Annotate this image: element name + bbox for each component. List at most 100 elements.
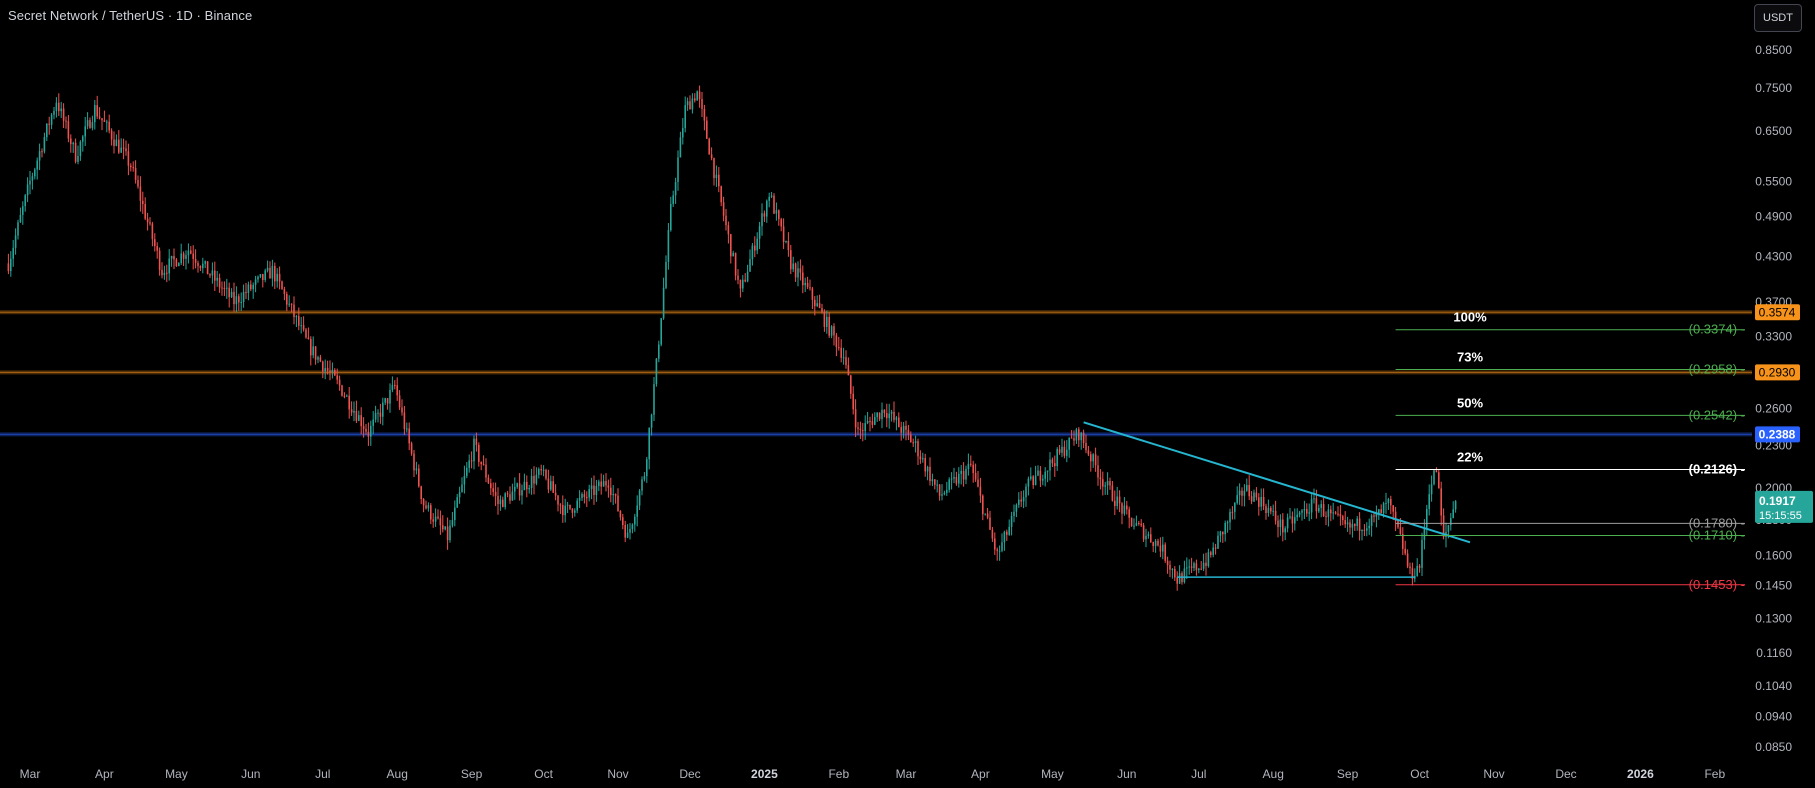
- candle-body: [233, 291, 235, 305]
- candle-body: [197, 262, 199, 267]
- candle-body: [163, 272, 166, 276]
- candle-body: [818, 303, 821, 309]
- candle-body: [550, 481, 552, 490]
- candle-body: [833, 326, 835, 336]
- candle-body: [511, 491, 514, 501]
- candle-body: [802, 272, 804, 286]
- candle-body: [1452, 509, 1454, 519]
- descending-trendline[interactable]: [1083, 421, 1471, 544]
- candle-body: [586, 497, 588, 499]
- candle-body: [996, 549, 998, 551]
- candle-body: [358, 415, 360, 421]
- candle-body: [34, 169, 36, 177]
- candle-body: [1051, 459, 1054, 464]
- candle-body: [826, 316, 828, 327]
- candle-body: [1145, 535, 1147, 540]
- candle-body: [984, 513, 986, 515]
- candle-body: [293, 304, 295, 318]
- candle-body: [758, 226, 761, 239]
- time-axis-tick: Jul: [315, 767, 330, 781]
- candle-body: [1421, 539, 1423, 568]
- candle-body: [902, 425, 905, 433]
- price-tag-label: 0.2930: [1759, 365, 1796, 379]
- candle-body: [977, 479, 979, 487]
- candle-body: [288, 303, 290, 305]
- candle-body: [415, 468, 418, 471]
- candle-body: [1056, 449, 1058, 467]
- candle-body: [482, 464, 485, 466]
- candle-body: [346, 395, 348, 397]
- candle-body: [1190, 566, 1193, 568]
- candle-body: [595, 485, 598, 495]
- candle-body: [106, 121, 108, 123]
- candle-body: [439, 518, 442, 526]
- candle-countdown: 15:15:55: [1759, 510, 1802, 522]
- level-price-label: (0.2542) -: [1689, 407, 1745, 422]
- time-axis-tick: Mar: [20, 767, 41, 781]
- candle-body: [1229, 511, 1231, 523]
- candle-body: [170, 256, 173, 259]
- level-price-label: (0.1780) -: [1689, 515, 1745, 530]
- candle-body: [362, 426, 365, 429]
- candle-body: [55, 102, 58, 111]
- candle-body: [631, 524, 634, 529]
- candle-body: [910, 434, 912, 443]
- candle-body: [1164, 544, 1166, 561]
- candle-body: [1418, 565, 1421, 568]
- candle-body: [1166, 560, 1169, 565]
- candle-body: [1104, 485, 1106, 487]
- candle-body: [756, 238, 758, 251]
- candle-body: [149, 222, 151, 224]
- candle-body: [542, 469, 545, 471]
- currency-button[interactable]: USDT: [1754, 4, 1802, 32]
- candle-body: [281, 281, 283, 290]
- candle-body: [1178, 573, 1181, 584]
- time-axis-tick: Jul: [1191, 767, 1206, 781]
- candle-body: [1301, 510, 1303, 513]
- candle-body: [559, 504, 562, 506]
- candle-body: [7, 263, 10, 272]
- candle-body: [506, 493, 509, 495]
- candle-body: [804, 282, 806, 286]
- candle-body: [521, 490, 523, 496]
- candle-body: [386, 398, 389, 404]
- candle-body: [830, 326, 833, 336]
- candle-body: [703, 108, 706, 121]
- candle-body: [994, 538, 996, 550]
- candle-body: [790, 250, 792, 270]
- candle-body: [960, 470, 962, 474]
- candle-body: [809, 287, 811, 289]
- candle-body: [394, 384, 396, 386]
- candle-body: [634, 516, 636, 525]
- candle-body: [446, 526, 449, 541]
- price-axis-tick: 0.3300: [1755, 329, 1792, 343]
- candle-body: [132, 167, 134, 169]
- candle-body: [1205, 562, 1207, 566]
- candle-body: [526, 481, 528, 490]
- level-percent-label: 22%: [1457, 450, 1483, 465]
- candle-body: [732, 252, 734, 257]
- candle-body: [84, 126, 86, 137]
- candle-body: [1310, 499, 1313, 513]
- candle-body: [175, 259, 178, 267]
- candle-body: [497, 495, 499, 505]
- candle-body: [470, 460, 473, 462]
- candle-body: [917, 441, 919, 457]
- candle-body: [370, 425, 372, 437]
- time-axis-tick: Sep: [461, 767, 483, 781]
- candle-body: [922, 458, 924, 460]
- candle-body: [958, 473, 960, 484]
- candle-body: [1159, 545, 1162, 552]
- candle-body: [487, 477, 490, 484]
- candle-body: [1454, 500, 1457, 510]
- candle-body: [970, 463, 972, 465]
- candle-body: [701, 99, 703, 109]
- candle-body: [1382, 503, 1385, 514]
- candle-body: [1210, 552, 1212, 555]
- candle-body: [360, 415, 362, 427]
- time-axis-tick: May: [1041, 767, 1064, 781]
- candle-body: [864, 423, 866, 432]
- candle-body: [607, 485, 610, 488]
- candle-body: [324, 367, 326, 372]
